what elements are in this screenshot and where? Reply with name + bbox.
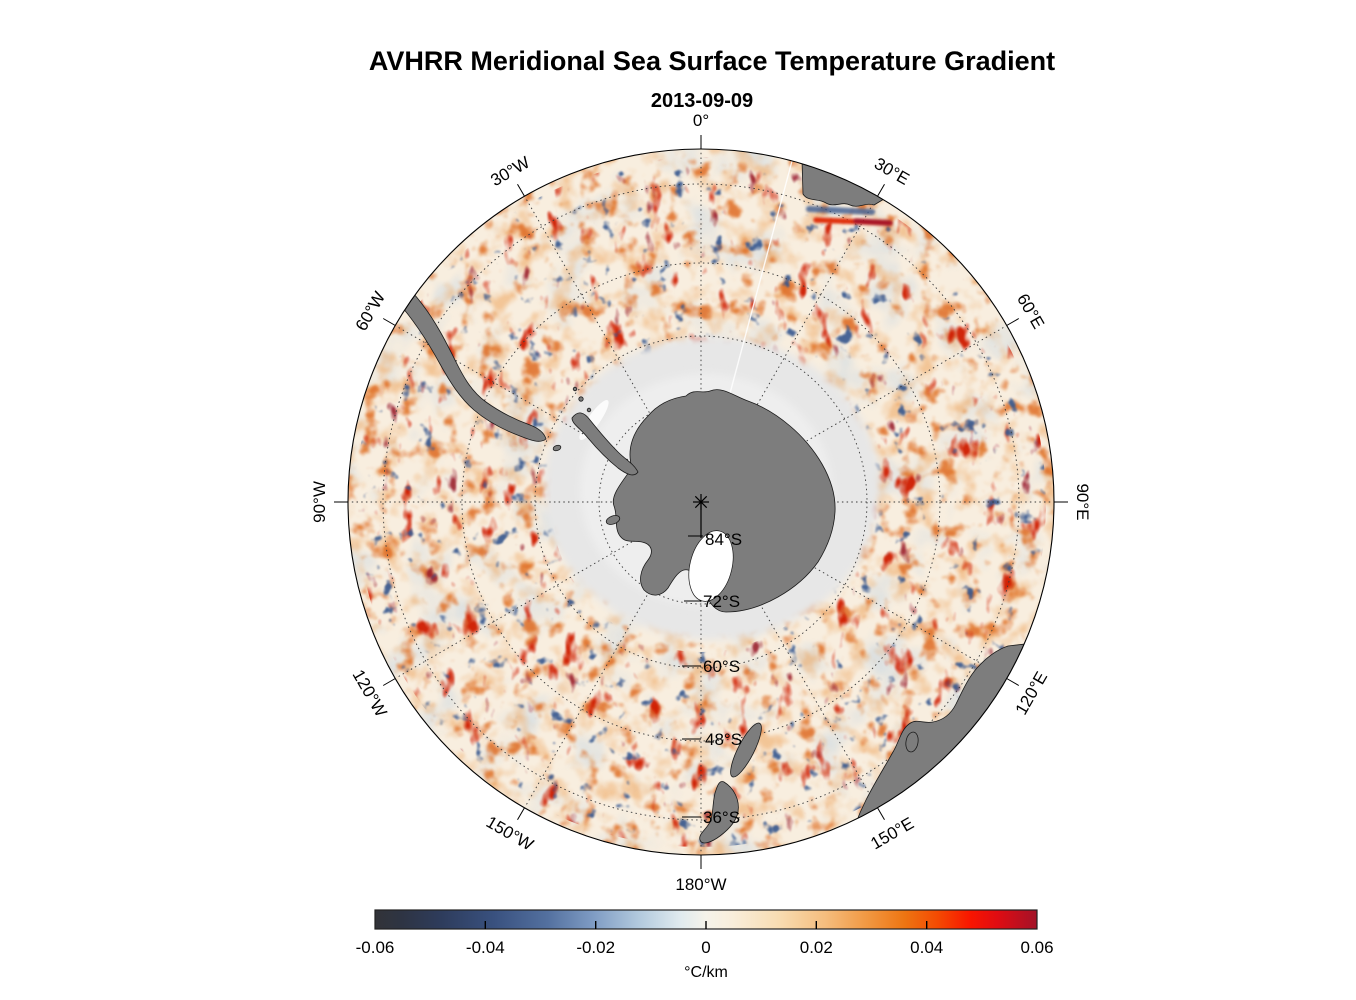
figure-title: AVHRR Meridional Sea Surface Temperature… <box>369 46 1055 76</box>
lon-label-150w: 150°W <box>483 812 537 854</box>
lon-label-30e: 30°E <box>871 154 913 189</box>
lon-label-60e: 60°E <box>1013 290 1048 332</box>
land-islet <box>586 407 592 413</box>
latitude-labels: 84°S 72°S 60°S 48°S 36°S <box>682 530 742 827</box>
cb-tick-neg004: -0.04 <box>466 938 505 957</box>
land-islet <box>578 396 584 402</box>
lat-label-48s: 48°S <box>705 730 742 749</box>
cb-tick-004: 0.04 <box>910 938 943 957</box>
colorbar-inner-ticks <box>484 921 928 929</box>
cb-tick-002: 0.02 <box>800 938 833 957</box>
figure-subtitle: 2013-09-09 <box>651 90 753 112</box>
cb-tick-0: 0 <box>701 938 710 957</box>
lon-label-90w: 90°W <box>310 481 329 523</box>
land-islet <box>552 444 562 452</box>
polar-map: 84°S 72°S 60°S 48°S 36°S 0° 30°E 60°E <box>310 111 1092 894</box>
cb-tick-neg006: -0.06 <box>356 938 395 957</box>
land-antarctica <box>612 389 836 613</box>
cb-tick-neg002: -0.02 <box>576 938 615 957</box>
colorbar-unit-label: °C/km <box>684 964 728 981</box>
ross-sea-white-patch <box>688 530 734 602</box>
colorbar: -0.06 -0.04 -0.02 0 0.02 0.04 0.06 °C/km <box>356 909 1054 981</box>
lon-label-150e: 150°E <box>867 814 917 854</box>
longitude-ticks <box>334 135 1068 869</box>
lon-label-30w: 30°W <box>487 153 533 190</box>
colorbar-tick-labels: -0.06 -0.04 -0.02 0 0.02 0.04 0.06 <box>356 938 1054 957</box>
lon-label-90e: 90°E <box>1073 483 1092 520</box>
land-new-zealand-north-island <box>699 781 739 844</box>
lat-label-72s: 72°S <box>703 592 740 611</box>
land-islet <box>572 386 578 392</box>
land-islet <box>605 515 621 525</box>
lat-label-36s: 36°S <box>703 808 740 827</box>
lon-label-120e: 120°E <box>1012 668 1052 718</box>
lon-label-120w: 120°W <box>349 666 391 720</box>
agulhas-front-streaks <box>806 206 893 226</box>
cb-tick-006: 0.06 <box>1020 938 1053 957</box>
lon-label-60w: 60°W <box>352 288 389 334</box>
land-antarctic-peninsula <box>571 412 639 476</box>
land-tasmania <box>905 731 919 753</box>
south-pole-marker <box>693 494 709 538</box>
lat-label-60s: 60°S <box>703 657 740 676</box>
land-new-zealand-south-island <box>730 722 762 778</box>
lon-label-0: 0° <box>693 111 709 130</box>
lon-label-180w: 180°W <box>675 875 726 894</box>
lat-label-84s: 84°S <box>705 530 742 549</box>
